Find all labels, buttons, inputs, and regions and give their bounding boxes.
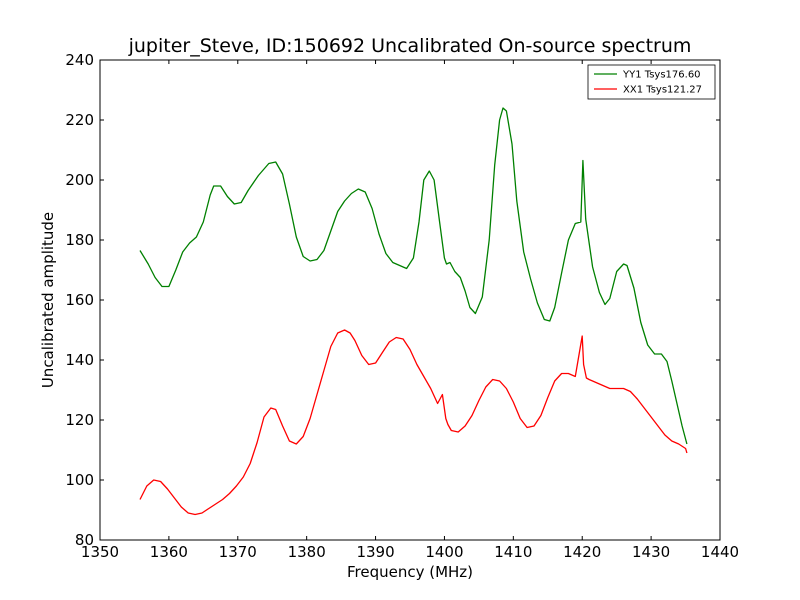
y-tick-label: 80 xyxy=(75,531,94,549)
x-tick-label: 1430 xyxy=(632,543,670,561)
y-tick-label: 100 xyxy=(65,471,94,489)
x-tick-label: 1410 xyxy=(494,543,532,561)
x-axis-label: Frequency (MHz) xyxy=(347,563,473,581)
y-tick-label: 160 xyxy=(65,291,94,309)
y-axis-label: Uncalibrated amplitude xyxy=(39,212,57,388)
x-tick-label: 1380 xyxy=(288,543,326,561)
x-tick-label: 1440 xyxy=(701,543,739,561)
x-tick-label: 1390 xyxy=(356,543,394,561)
chart-title: jupiter_Steve, ID:150692 Uncalibrated On… xyxy=(128,35,692,57)
x-tick-label: 1400 xyxy=(425,543,463,561)
series-line-xx1 xyxy=(139,329,688,516)
legend-label-yy1: YY1 Tsys176.60 xyxy=(622,70,701,81)
series-line-yy1 xyxy=(139,107,688,445)
x-tick-label: 1420 xyxy=(563,543,601,561)
x-tick-label: 1370 xyxy=(219,543,257,561)
legend: YY1 Tsys176.60 XX1 Tsys121.27 xyxy=(587,64,716,100)
x-tick-label: 1350 xyxy=(81,543,119,561)
y-tick-label: 180 xyxy=(65,231,94,249)
y-tick-label: 140 xyxy=(65,351,94,369)
legend-label-xx1: XX1 Tsys121.27 xyxy=(623,85,702,96)
y-tick-label: 220 xyxy=(65,111,94,129)
y-tick-label: 200 xyxy=(65,171,94,189)
series-layer xyxy=(139,107,688,516)
legend-box xyxy=(587,64,716,100)
x-tick-label: 1360 xyxy=(150,543,188,561)
y-axis-ticks: 80 100 120 140 160 180 200 220 240 xyxy=(65,51,720,549)
x-axis-ticks: 1350 1360 1370 1380 1390 1400 1410 1420 1430 1440 xyxy=(81,60,739,561)
y-tick-label: 240 xyxy=(65,51,94,69)
y-tick-label: 120 xyxy=(65,411,94,429)
